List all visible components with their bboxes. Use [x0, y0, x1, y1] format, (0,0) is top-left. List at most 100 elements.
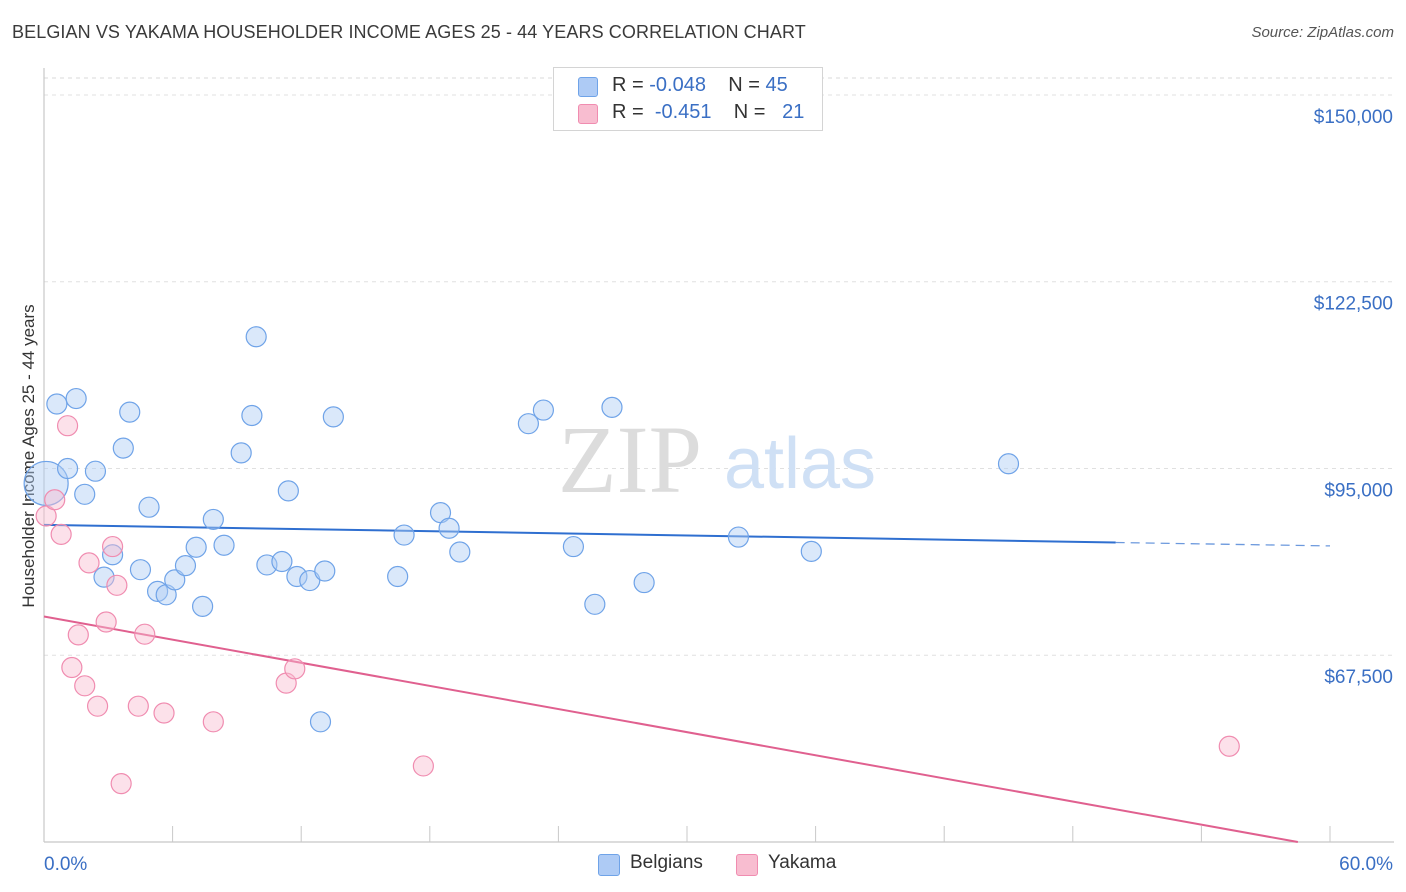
chart-title: BELGIAN VS YAKAMA HOUSEHOLDER INCOME AGE…: [12, 22, 806, 42]
y-axis-label: Householder Income Ages 25 - 44 years: [19, 304, 38, 607]
data-point-yakama: [101, 535, 124, 558]
data-point-belgians: [101, 544, 124, 566]
data-point-yakama: [1218, 735, 1240, 757]
trend-lines: [43, 523, 1331, 843]
data-point-yakama: [202, 711, 224, 733]
data-point-yakama: [95, 611, 117, 633]
data-point-belgians: [245, 326, 267, 348]
x-tick-label-max: 60.0%: [1339, 854, 1393, 875]
data-point-belgians: [129, 559, 152, 581]
data-point-yakama: [50, 523, 72, 545]
data-point-belgians: [584, 593, 606, 615]
legend-swatch-yakama: [578, 104, 598, 124]
data-point-belgians: [56, 457, 79, 480]
data-point-belgians: [562, 535, 585, 558]
r-value: -0.048: [649, 74, 706, 96]
y-tick-label: $95,000: [1324, 480, 1393, 501]
x-tick-labels: 0.0% 60.0%: [44, 854, 1393, 875]
data-point-belgians: [164, 569, 186, 591]
r-label: R =: [612, 101, 644, 123]
data-point-yakama: [127, 695, 149, 717]
data-point-belgians: [271, 550, 293, 573]
data-point-belgians: [185, 536, 207, 558]
x-tick-label-min: 0.0%: [44, 854, 87, 875]
data-point-yakama: [134, 623, 156, 645]
data-point-belgians: [299, 569, 321, 592]
y-tick-label: $150,000: [1314, 107, 1393, 128]
data-point-yakama: [74, 675, 96, 697]
data-point-belgians: [800, 540, 822, 562]
data-point-yakama: [67, 624, 89, 646]
legend-swatch-belgians: [578, 77, 598, 97]
y-tick-labels: $150,000 $122,500 $95,000 $67,500: [1314, 107, 1393, 688]
axes: [43, 68, 1394, 843]
correlation-legend: R = -0.048 N = 45 R = -0.451 N = 21: [553, 67, 823, 131]
data-point-belgians: [727, 526, 750, 548]
data-point-yakama: [35, 505, 57, 527]
series-swatch-yakama: [736, 854, 758, 876]
data-point-belgians: [601, 396, 623, 418]
data-point-belgians: [449, 541, 471, 563]
data-point-yakama: [61, 656, 83, 679]
data-point-belgians: [286, 565, 308, 588]
data-point-yakama: [86, 695, 109, 717]
y-tick-label: $67,500: [1324, 667, 1393, 688]
trend-line-belgians-extension: [1115, 541, 1331, 547]
data-points: [23, 326, 1240, 795]
data-point-yakama: [412, 755, 434, 777]
watermark-atlas: atlas: [724, 424, 876, 504]
r-label: R =: [612, 74, 644, 96]
data-point-belgians: [532, 399, 554, 421]
data-point-belgians: [192, 595, 214, 617]
n-label: N =: [728, 74, 760, 96]
data-point-yakama: [44, 489, 66, 511]
n-value: 21: [782, 101, 805, 123]
source-credit: Source: ZipAtlas.com: [1251, 24, 1394, 41]
data-point-belgians: [230, 442, 252, 464]
data-point-belgians: [202, 508, 224, 531]
data-point-belgians: [387, 565, 409, 588]
n-value: 45: [765, 74, 788, 96]
series-label-belgians: Belgians: [630, 852, 703, 873]
data-point-yakama: [153, 702, 175, 724]
watermark-zip: ZIP: [558, 406, 702, 513]
legend-text-belgians: R = -0.048 N = 45: [612, 74, 788, 97]
data-point-belgians: [633, 571, 655, 594]
data-point-belgians: [112, 437, 134, 459]
series-swatch-belgians: [598, 854, 620, 876]
series-label-yakama: Yakama: [768, 852, 837, 873]
data-point-yakama: [284, 658, 306, 680]
data-point-belgians: [277, 480, 299, 502]
trend-line-yakama: [43, 615, 1299, 843]
watermark: ZIP atlas: [558, 406, 876, 513]
data-point-belgians: [213, 534, 235, 556]
data-point-yakama: [110, 772, 132, 795]
data-point-belgians: [438, 517, 460, 539]
data-point-belgians: [393, 524, 415, 546]
data-point-belgians: [174, 555, 197, 577]
data-point-belgians: [84, 460, 107, 482]
y-tick-label: $122,500: [1314, 294, 1393, 315]
r-value: -0.451: [654, 101, 712, 123]
data-point-yakama: [78, 552, 100, 574]
data-point-belgians: [241, 404, 263, 427]
data-point-yakama: [106, 574, 128, 596]
data-point-belgians: [65, 387, 87, 410]
data-point-belgians: [138, 496, 160, 518]
data-point-belgians: [146, 580, 169, 603]
data-point-belgians: [74, 483, 96, 505]
data-point-belgians: [309, 711, 332, 733]
grid-lines: [44, 77, 1394, 656]
data-point-yakama: [56, 415, 79, 437]
trend-line-belgians: [43, 523, 1116, 544]
data-point-belgians: [119, 401, 141, 423]
data-point-belgians: [322, 406, 344, 428]
data-point-belgians: [93, 566, 115, 588]
data-point-belgians: [517, 413, 539, 435]
data-point-belgians: [46, 393, 68, 415]
legend-text-yakama: R = -0.451 N = 21: [612, 101, 804, 124]
n-label: N =: [733, 101, 766, 123]
data-point-belgians: [314, 560, 336, 582]
data-point-belgians: [997, 453, 1020, 475]
